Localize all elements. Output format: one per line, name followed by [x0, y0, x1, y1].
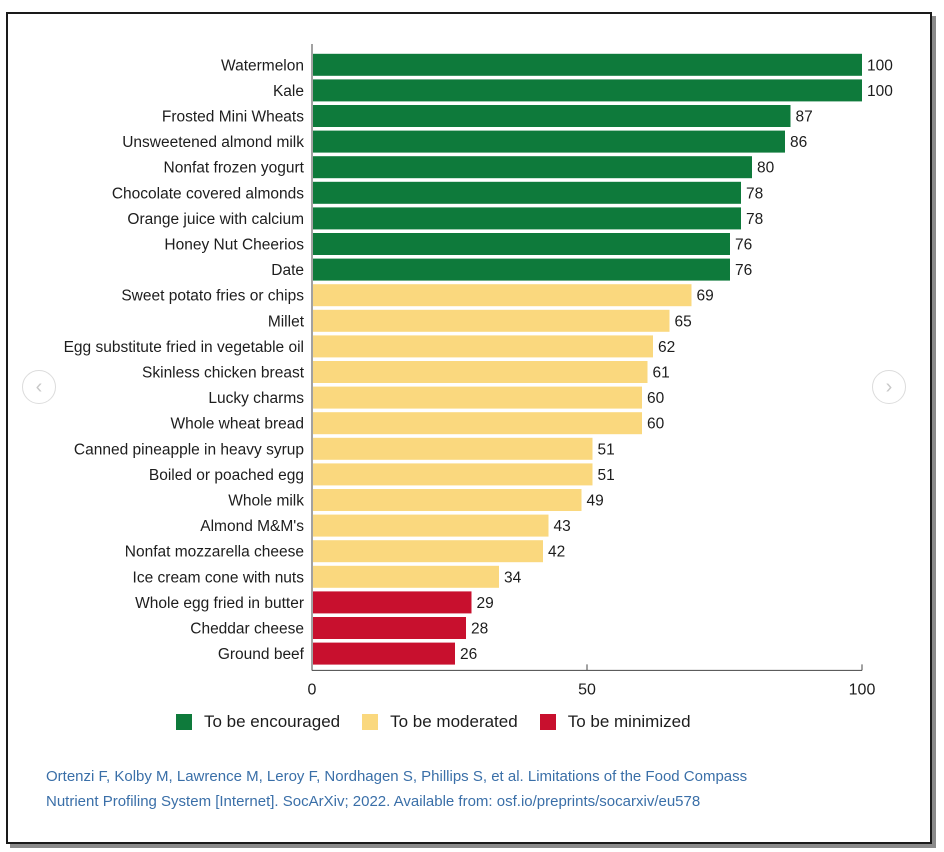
category-label-19: Nonfat mozzarella cheese	[125, 544, 304, 561]
bar-14	[313, 412, 642, 435]
category-label-18: Almond M&M's	[200, 518, 304, 535]
bar-5	[313, 181, 741, 204]
category-label-22: Cheddar cheese	[190, 621, 304, 638]
value-label-22: 28	[471, 621, 488, 638]
bar-3	[313, 130, 785, 153]
category-label-6: Orange juice with calcium	[127, 211, 304, 228]
bar-8	[313, 258, 730, 281]
bar-0	[313, 53, 862, 76]
legend-item-moderated: To be moderated	[362, 712, 518, 732]
bar-10	[313, 309, 670, 332]
value-label-1: 100	[867, 83, 893, 100]
bar-2	[313, 105, 791, 127]
bar-11	[313, 335, 653, 358]
category-label-14: Whole wheat bread	[170, 416, 304, 433]
value-label-10: 65	[675, 313, 692, 330]
value-label-17: 49	[587, 493, 604, 510]
category-label-21: Whole egg fried in butter	[135, 595, 304, 612]
bar-23	[313, 642, 455, 665]
category-label-4: Nonfat frozen yogurt	[164, 160, 305, 177]
value-label-16: 51	[598, 467, 615, 484]
bar-17	[313, 489, 582, 511]
bar-4	[313, 156, 752, 179]
legend-swatch-encouraged	[176, 714, 192, 730]
category-label-7: Honey Nut Cheerios	[164, 237, 304, 254]
value-label-13: 60	[647, 390, 665, 407]
citation: Ortenzi F, Kolby M, Lawrence M, Leroy F,…	[46, 764, 906, 814]
category-label-15: Canned pineapple in heavy syrup	[74, 441, 304, 458]
bar-6	[313, 207, 741, 230]
value-label-14: 60	[647, 416, 665, 433]
category-label-5: Chocolate covered almonds	[112, 185, 304, 202]
category-label-12: Skinless chicken breast	[142, 365, 305, 382]
bar-21	[313, 591, 472, 614]
category-label-23: Ground beef	[218, 646, 305, 663]
chevron-left-icon[interactable]: ‹	[22, 370, 56, 404]
value-label-12: 61	[653, 365, 670, 382]
citation-line-1: Ortenzi F, Kolby M, Lawrence M, Leroy F,…	[46, 768, 748, 785]
chart-legend: To be encouraged To be moderated To be m…	[176, 712, 691, 732]
x-tick-label-0: 0	[308, 681, 317, 698]
value-label-5: 78	[746, 185, 763, 202]
x-tick-label-2: 100	[849, 681, 876, 698]
category-label-2: Frosted Mini Wheats	[162, 109, 304, 126]
category-label-8: Date	[271, 262, 304, 279]
chevron-right-icon[interactable]: ›	[872, 370, 906, 404]
value-label-18: 43	[554, 518, 571, 535]
value-label-19: 42	[548, 544, 565, 561]
value-label-11: 62	[658, 339, 675, 356]
bar-19	[313, 540, 543, 563]
value-label-23: 26	[460, 646, 477, 663]
value-label-20: 34	[504, 569, 522, 586]
bar-9	[313, 284, 692, 307]
bar-13	[313, 386, 642, 409]
value-label-7: 76	[735, 237, 752, 254]
bar-12	[313, 361, 648, 383]
value-label-21: 29	[477, 595, 494, 612]
category-label-16: Boiled or poached egg	[149, 467, 304, 484]
category-label-10: Millet	[268, 313, 305, 330]
bar-16	[313, 463, 593, 486]
legend-label-moderated: To be moderated	[390, 712, 518, 731]
legend-label-minimized: To be minimized	[567, 712, 691, 731]
citation-line-2: Nutrient Profiling System [Internet]. So…	[46, 793, 701, 810]
legend-swatch-moderated	[362, 714, 379, 730]
category-label-9: Sweet potato fries or chips	[121, 288, 304, 305]
category-label-1: Kale	[273, 83, 304, 100]
bar-22	[313, 617, 466, 639]
x-tick-label-1: 50	[578, 681, 596, 698]
bar-18	[313, 514, 549, 537]
category-label-3: Unsweetened almond milk	[122, 134, 304, 151]
value-label-9: 69	[697, 288, 714, 305]
legend-item-minimized: To be minimized	[539, 712, 691, 732]
bar-20	[313, 565, 499, 588]
legend-item-encouraged: To be encouraged	[176, 712, 340, 732]
value-label-15: 51	[598, 441, 615, 458]
value-label-8: 76	[735, 262, 752, 279]
bar-15	[313, 437, 593, 460]
category-label-20: Ice cream cone with nuts	[133, 569, 305, 586]
value-label-2: 87	[796, 109, 813, 126]
value-label-6: 78	[746, 211, 763, 228]
bar-1	[313, 79, 862, 102]
legend-label-encouraged: To be encouraged	[204, 712, 341, 731]
value-label-3: 86	[790, 134, 807, 151]
value-label-4: 80	[757, 160, 775, 177]
legend-swatch-minimized	[539, 714, 556, 730]
category-label-13: Lucky charms	[208, 390, 304, 407]
category-label-17: Whole milk	[228, 493, 304, 510]
bar-7	[313, 233, 730, 255]
category-label-11: Egg substitute fried in vegetable oil	[64, 339, 304, 356]
category-label-0: Watermelon	[221, 57, 304, 74]
value-label-0: 100	[867, 57, 893, 74]
